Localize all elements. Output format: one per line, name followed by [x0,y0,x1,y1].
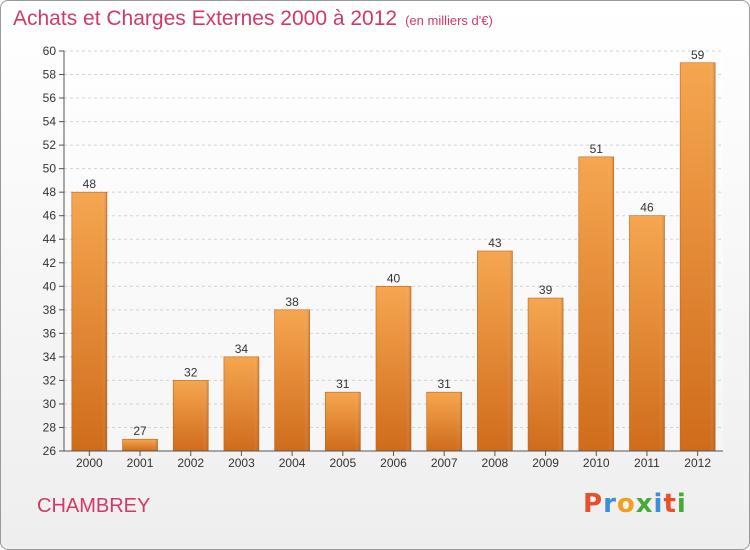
data-label: 51 [590,142,604,156]
y-tick-label: 40 [43,279,57,293]
logo-letter: o [616,489,636,519]
data-label: 32 [184,365,198,379]
data-label: 40 [387,271,401,285]
bar-shade [274,309,310,451]
x-tick-label: 2008 [482,456,509,470]
data-label: 34 [235,342,249,356]
data-label: 38 [285,295,299,309]
bar-shade [376,286,411,451]
y-tick-label: 36 [43,326,57,340]
data-label: 48 [83,177,97,191]
x-tick-label: 2004 [279,456,306,470]
data-label: 27 [133,424,147,438]
x-tick-label: 2006 [380,456,407,470]
bar-shade [122,439,158,451]
y-tick-label: 28 [43,420,57,434]
y-tick-label: 42 [43,256,57,270]
x-tick-label: 2012 [684,456,711,470]
data-label: 43 [488,236,502,250]
logo-letter: P [583,489,604,519]
y-tick-label: 54 [43,115,57,129]
data-label: 39 [539,283,553,297]
y-tick-label: 58 [43,68,57,82]
bar-shade [426,392,462,451]
y-tick-label: 32 [43,373,57,387]
x-tick-label: 2003 [228,456,255,470]
y-tick-label: 38 [43,303,57,317]
y-tick-label: 34 [43,350,57,364]
bar-shade [173,380,209,451]
logo-letter: i [653,489,664,519]
logo-letter: x [635,489,654,519]
x-tick-label: 2007 [431,456,458,470]
x-tick-label: 2010 [583,456,610,470]
chart-title-text: Achats et Charges Externes 2000 à 2012 [13,7,398,30]
x-tick-label: 2002 [177,456,204,470]
x-tick-label: 2009 [532,456,559,470]
y-tick-label: 56 [43,91,57,105]
chart-title: Achats et Charges Externes 2000 à 2012 (e… [13,7,493,31]
bar-shade [578,156,614,451]
logo-letter: r [603,489,617,519]
logo-letter: i [676,489,687,519]
bar-shade [325,392,361,451]
x-tick-label: 2000 [76,456,103,470]
chart-subtitle: (en milliers d'€) [405,13,493,28]
bar-shade [680,62,716,451]
y-tick-label: 60 [43,44,57,58]
y-tick-label: 44 [43,232,57,246]
logo-letter: t [663,489,677,519]
bar-shade [528,298,564,451]
y-tick-label: 52 [43,138,57,152]
y-tick-label: 48 [43,185,57,199]
data-label: 59 [691,48,705,62]
x-tick-label: 2005 [329,456,356,470]
data-label: 31 [336,377,350,391]
data-label: 31 [438,377,452,391]
town-name: CHAMBREY [37,495,151,517]
bar-shade [629,215,665,451]
bar-shade [71,192,107,452]
proxiti-logo[interactable]: Proxiti [583,489,687,519]
x-tick-label: 2001 [127,456,154,470]
y-tick-label: 50 [43,162,57,176]
bar-shade [477,251,513,451]
y-tick-label: 26 [43,444,57,458]
bar-shade [223,356,259,451]
x-tick-label: 2011 [634,456,660,470]
data-label: 46 [640,201,654,215]
y-tick-label: 30 [43,397,57,411]
y-tick-label: 46 [43,209,57,223]
